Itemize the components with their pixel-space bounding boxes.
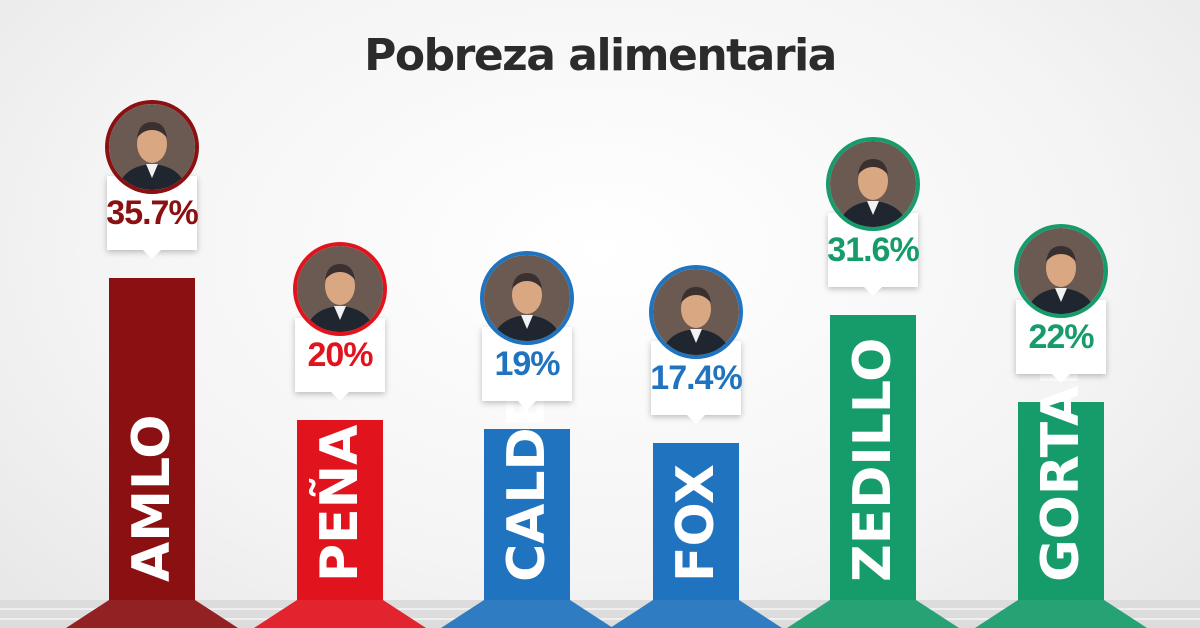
value-label: 22% xyxy=(1028,317,1094,356)
bar-base xyxy=(610,600,782,628)
portrait-avatar xyxy=(105,100,199,194)
bar-base xyxy=(787,600,959,628)
chart-title: Pobreza alimentaria xyxy=(364,30,837,81)
category-label: FOX xyxy=(666,464,726,582)
value-label: 35.7% xyxy=(106,193,198,232)
bar-3: CALDERÓN xyxy=(484,264,570,600)
portrait-avatar xyxy=(649,265,743,359)
category-label: AMLO xyxy=(122,414,182,582)
value-label: 20% xyxy=(307,335,373,374)
bar-6: GORTARI xyxy=(1018,326,1104,600)
portrait-avatar xyxy=(1014,224,1108,318)
bar-2: PEÑA xyxy=(297,420,383,600)
category-label: PEÑA xyxy=(310,424,370,582)
bar-base xyxy=(441,600,613,628)
portrait-avatar xyxy=(480,251,574,345)
bar-base xyxy=(975,600,1147,628)
floor-line xyxy=(0,618,1200,620)
bar-1: AMLO xyxy=(109,278,195,600)
value-label: 31.6% xyxy=(827,230,919,269)
value-label: 19% xyxy=(494,344,560,383)
portrait-avatar xyxy=(826,137,920,231)
portrait-avatar xyxy=(293,242,387,336)
bar-4: FOX xyxy=(653,443,739,600)
value-callout: 35.7% xyxy=(106,176,199,259)
value-callout: 17.4% xyxy=(650,341,743,424)
category-label: ZEDILLO xyxy=(843,337,903,582)
bar-5: ZEDILLO xyxy=(830,315,916,600)
floor-line xyxy=(0,608,1200,610)
value-callout: 22% xyxy=(1016,300,1106,383)
value-label: 17.4% xyxy=(650,358,742,397)
bar-base xyxy=(254,600,426,628)
bar-base xyxy=(66,600,238,628)
